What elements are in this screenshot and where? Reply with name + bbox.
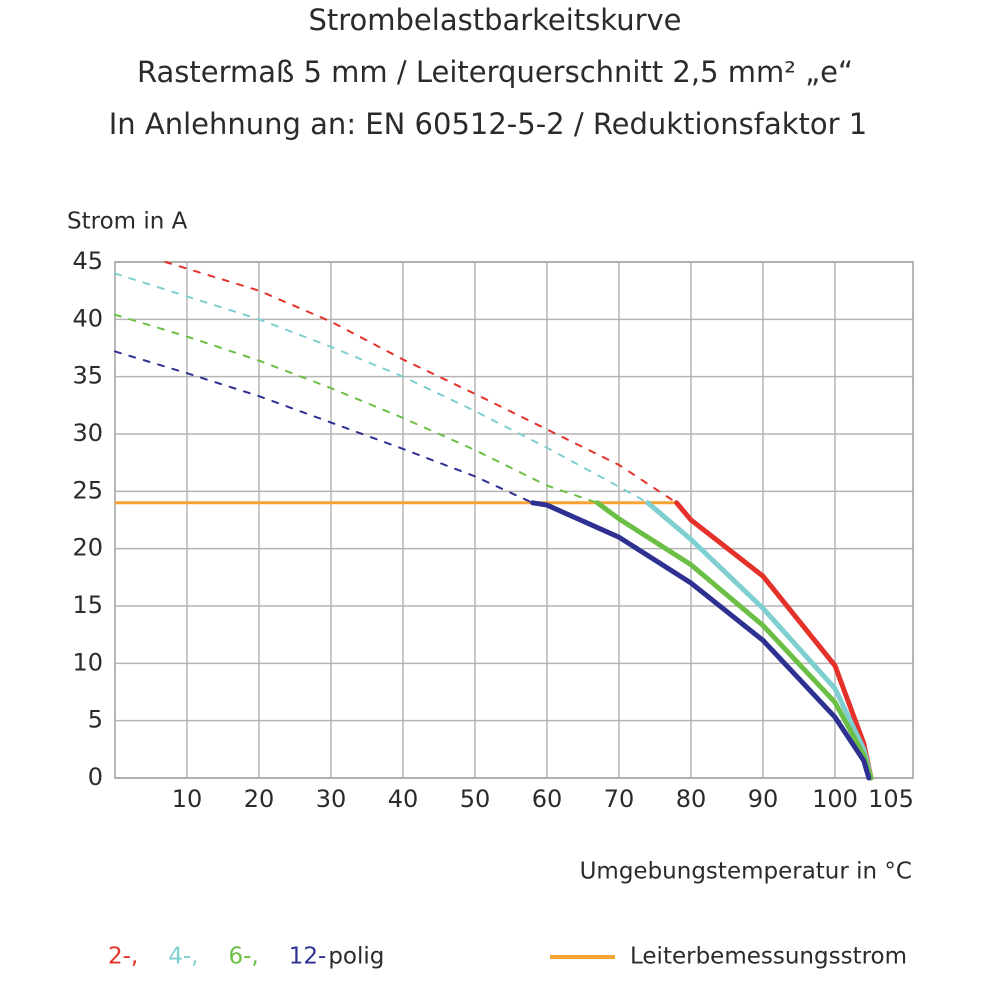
legend-entry: 2-,: [108, 944, 138, 970]
legend-entry: 4-,: [168, 944, 198, 970]
x-tick-label: 100: [812, 785, 858, 813]
y-tick-label: 45: [72, 247, 103, 275]
x-tick-label: 80: [676, 785, 707, 813]
y-tick-label: 15: [72, 591, 103, 619]
legend-entry: 12-: [289, 944, 327, 970]
plot-border: [114, 261, 914, 779]
legend-suffix: polig: [328, 944, 384, 970]
x-tick-label: 20: [244, 785, 275, 813]
series-line: [594, 500, 874, 781]
y-axis-label: Strom in A: [67, 209, 188, 235]
x-tick-label: 70: [604, 785, 635, 813]
chart-title: Strombelastbarkeitskurve: [308, 3, 681, 37]
x-tick-label: 90: [748, 785, 779, 813]
y-tick-label: 30: [72, 419, 103, 447]
chart-subtitle: In Anlehnung an: EN 60512-5-2 / Reduktio…: [109, 107, 868, 141]
y-tick-label: 5: [88, 706, 103, 734]
series-line-dashed: [114, 313, 599, 504]
series-line-dashed: [114, 350, 534, 504]
x-axis-label: Umgebungstemperatur in °C: [580, 859, 912, 885]
y-tick-label: 20: [72, 534, 103, 562]
y-tick-label: 25: [72, 476, 103, 504]
chart-subtitle: Rastermaß 5 mm / Leiterquerschnitt 2,5 m…: [137, 55, 853, 89]
x-tick-label: 60: [532, 785, 563, 813]
y-tick-label: 10: [72, 648, 103, 676]
legend-entry: Leiterbemessungsstrom: [630, 944, 907, 970]
x-tick-label: 50: [460, 785, 491, 813]
legend-entry: 6-,: [229, 944, 259, 970]
series-line-dashed: [164, 261, 678, 504]
x-tick-label: 30: [316, 785, 347, 813]
x-tick-label: 40: [388, 785, 419, 813]
y-tick-label: 40: [72, 304, 103, 332]
x-tick-label: 10: [172, 785, 203, 813]
series-line-dashed: [114, 272, 649, 504]
y-tick-label: 35: [72, 362, 103, 390]
y-tick-label: 0: [88, 763, 103, 791]
x-tick-label: 105: [868, 785, 914, 813]
series-line: [530, 500, 872, 781]
